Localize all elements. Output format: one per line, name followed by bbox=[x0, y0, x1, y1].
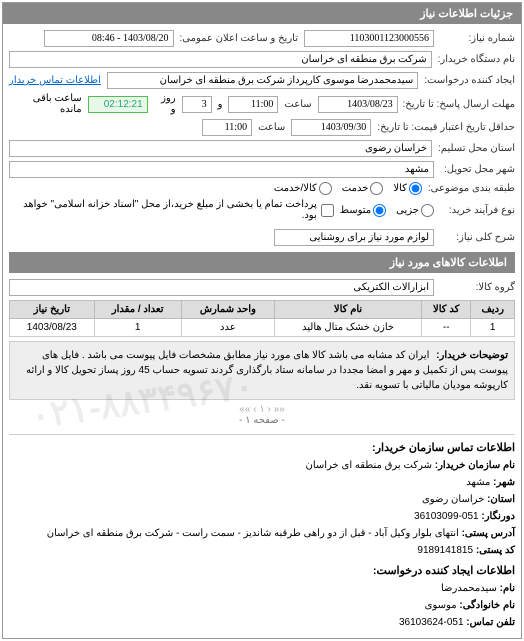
pager-text: - صفحه ۱ - bbox=[239, 415, 285, 426]
contact-postal: 9189141815 bbox=[417, 545, 473, 556]
category-label: طبقه بندی موضوعی: bbox=[428, 183, 515, 194]
radio-jozi-label: جزیی bbox=[396, 205, 419, 216]
contact-name-label: نام: bbox=[500, 583, 515, 594]
province-input[interactable] bbox=[9, 140, 432, 157]
radio-kala-khadamat[interactable] bbox=[319, 182, 332, 195]
pager: «« ‹ ۱ › »» - صفحه ۱ - bbox=[9, 404, 515, 426]
remaining-days-input[interactable] bbox=[182, 96, 212, 113]
remaining-and: و bbox=[218, 99, 223, 110]
th-row: ردیف bbox=[471, 301, 515, 319]
th-date: تاریخ نیاز bbox=[10, 301, 95, 319]
goods-table: ردیف کد کالا نام کالا واحد شمارش تعداد /… bbox=[9, 300, 515, 337]
pager-arrows[interactable]: «« ‹ ۱ › »» bbox=[239, 404, 284, 415]
radio-kala-label: کالا bbox=[393, 183, 407, 194]
treasury-note: پرداخت تمام یا بخشی از مبلغ خرید،از محل … bbox=[9, 199, 317, 221]
city-input[interactable] bbox=[9, 161, 434, 178]
contact-province: خراسان رضوی bbox=[422, 494, 484, 505]
contact-header: اطلاعات تماس سازمان خریدار: bbox=[9, 441, 515, 454]
radio-jozi[interactable] bbox=[421, 204, 434, 217]
cell-name: خازن خشک متال هالید bbox=[275, 319, 422, 337]
radio-khadamat[interactable] bbox=[370, 182, 383, 195]
contact-province-label: استان: bbox=[487, 494, 515, 505]
public-datetime-input[interactable] bbox=[44, 30, 174, 47]
city-label: شهر محل تحویل: bbox=[440, 164, 515, 175]
th-code: کد کالا bbox=[422, 301, 471, 319]
radio-motavaset-label: متوسط bbox=[340, 205, 371, 216]
contact-postal-label: کد پستی: bbox=[476, 545, 515, 556]
cell-date: 1403/08/23 bbox=[10, 319, 95, 337]
creator-input[interactable] bbox=[107, 72, 418, 89]
cell-qty: 1 bbox=[94, 319, 181, 337]
description-label: توضیحات خریدار: bbox=[436, 350, 508, 361]
request-number-label: شماره نیاز: bbox=[440, 33, 515, 44]
description-box: توضیحات خریدار: ایران کد مشابه می باشد ک… bbox=[9, 341, 515, 400]
th-name: نام کالا bbox=[275, 301, 422, 319]
treasury-checkbox[interactable] bbox=[321, 204, 334, 217]
contact-phone: 051-36103624 bbox=[399, 617, 464, 628]
deadline-time-label: ساعت bbox=[284, 99, 311, 110]
summary-label: شرح کلی نیاز: bbox=[440, 232, 515, 243]
creator-label: ایجاد کننده درخواست: bbox=[424, 75, 515, 86]
contact-family-label: نام خانوادگی: bbox=[459, 600, 515, 611]
contact-fax: 051-36103099 bbox=[414, 511, 479, 522]
buyer-org-input[interactable] bbox=[9, 51, 432, 68]
table-row[interactable]: 1 -- خازن خشک متال هالید عدد 1 1403/08/2… bbox=[10, 319, 515, 337]
deadline-label: مهلت ارسال پاسخ: تا تاریخ: bbox=[404, 99, 515, 110]
validity-time-label: ساعت bbox=[258, 122, 285, 133]
contact-phone-label: تلفن تماس: bbox=[466, 617, 515, 628]
goods-group-input[interactable] bbox=[9, 279, 434, 296]
contact-address: انتهای بلوار وکیل آباد - قبل از دو راهی … bbox=[47, 528, 459, 539]
request-number-input[interactable] bbox=[304, 30, 434, 47]
remaining-suffix: ساعت باقی مانده bbox=[9, 93, 82, 115]
cell-code: -- bbox=[422, 319, 471, 337]
contact-link[interactable]: اطلاعات تماس خریدار bbox=[9, 75, 101, 86]
panel-title: جزئیات اطلاعات نیاز bbox=[3, 3, 521, 24]
contact-org: شرکت برق منطقه ای خراسان bbox=[305, 460, 432, 471]
process-label: نوع فرآیند خرید: bbox=[440, 205, 515, 216]
contact-city: مشهد bbox=[466, 477, 490, 488]
contact-address-label: آدرس پستی: bbox=[462, 528, 515, 539]
validity-date-input[interactable] bbox=[291, 119, 371, 136]
goods-section-header: اطلاعات کالاهای مورد نیاز bbox=[9, 252, 515, 273]
validity-time-input[interactable] bbox=[202, 119, 252, 136]
contact-family: موسوی bbox=[425, 600, 457, 611]
goods-group-label: گروه کالا: bbox=[440, 282, 515, 293]
radio-khadamat-label: خدمت bbox=[342, 183, 369, 194]
contact-name: سیدمحمدرضا bbox=[441, 583, 497, 594]
radio-motavaset[interactable] bbox=[373, 204, 386, 217]
province-label: استان محل تسلیم: bbox=[438, 143, 515, 154]
remaining-time-input bbox=[88, 96, 148, 113]
category-radio-group: کالا خدمت کالا/خدمت bbox=[274, 182, 422, 195]
radio-kala[interactable] bbox=[409, 182, 422, 195]
contact-org-label: نام سازمان خریدار: bbox=[435, 460, 515, 471]
deadline-time-input[interactable] bbox=[228, 96, 278, 113]
process-radio-group: جزیی متوسط bbox=[340, 204, 434, 217]
validity-label: حداقل تاریخ اعتبار قیمت: تا تاریخ: bbox=[377, 122, 515, 133]
cell-unit: عدد bbox=[181, 319, 274, 337]
buyer-org-label: نام دستگاه خریدار: bbox=[438, 54, 515, 65]
public-datetime-label: تاریخ و ساعت اعلان عمومی: bbox=[180, 33, 299, 44]
th-qty: تعداد / مقدار bbox=[94, 301, 181, 319]
creator-contact-header: اطلاعات ایجاد کننده درخواست: bbox=[9, 564, 515, 577]
contact-city-label: شهر: bbox=[493, 477, 515, 488]
deadline-date-input[interactable] bbox=[318, 96, 398, 113]
summary-input[interactable] bbox=[274, 229, 434, 246]
remaining-and2: روز و bbox=[154, 93, 176, 115]
radio-kala-khadamat-label: کالا/خدمت bbox=[274, 183, 317, 194]
contact-fax-label: دورنگار: bbox=[481, 511, 515, 522]
cell-row: 1 bbox=[471, 319, 515, 337]
th-unit: واحد شمارش bbox=[181, 301, 274, 319]
